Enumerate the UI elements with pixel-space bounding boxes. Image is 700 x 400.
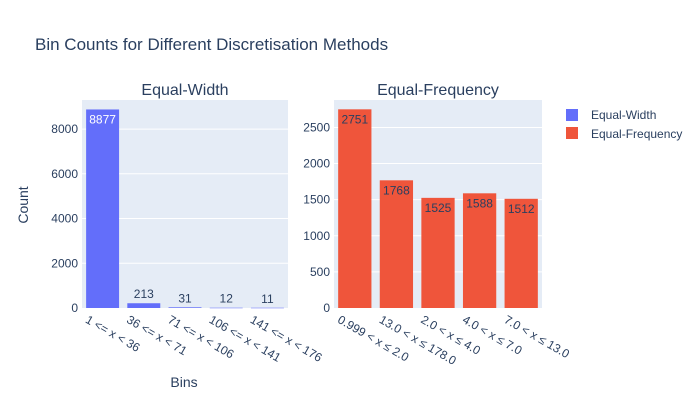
data-label: 11 bbox=[261, 292, 274, 306]
data-label: 1768 bbox=[383, 183, 410, 197]
data-label: 8877 bbox=[89, 112, 116, 126]
data-label: 1512 bbox=[508, 202, 535, 216]
x-axis-label: Bins bbox=[170, 374, 197, 390]
data-label: 1525 bbox=[425, 201, 452, 215]
y-tick-label: 0 bbox=[323, 301, 330, 315]
legend-swatch-equal-frequency[interactable] bbox=[566, 127, 578, 139]
data-label: 31 bbox=[178, 291, 192, 305]
legend-label-equal-width[interactable]: Equal-Width bbox=[591, 108, 656, 122]
data-label: 213 bbox=[134, 287, 154, 301]
bar-equal-frequency[interactable] bbox=[504, 198, 538, 308]
y-tick-label: 1500 bbox=[303, 193, 330, 207]
bar-equal-width[interactable] bbox=[209, 307, 243, 309]
bar-equal-width[interactable] bbox=[86, 109, 120, 308]
subplot-title-equal-frequency: Equal-Frequency bbox=[377, 82, 499, 99]
bar-equal-width[interactable] bbox=[127, 303, 161, 308]
bar-equal-frequency[interactable] bbox=[462, 193, 497, 308]
subplot-title-equal-width: Equal-Width bbox=[141, 82, 228, 99]
data-label: 1588 bbox=[466, 196, 493, 210]
subplot-equal-frequency: 0 500 1000 1500 2000 2500 Equal-Frequency 2751 0… bbox=[303, 82, 572, 368]
bar-equal-width[interactable] bbox=[250, 307, 284, 309]
data-label: 12 bbox=[220, 292, 234, 306]
bar-equal-frequency[interactable] bbox=[338, 109, 372, 308]
y-tick-label: 4000 bbox=[51, 212, 78, 226]
x-tick-label: 0.999 < x ≤ 2.0 bbox=[335, 312, 411, 364]
y-axis-label: Count bbox=[15, 186, 31, 223]
y-tick-label: 2000 bbox=[51, 256, 78, 270]
y-tick-label: 8000 bbox=[51, 122, 78, 136]
bar-equal-width[interactable] bbox=[168, 307, 202, 308]
y-tick-label: 500 bbox=[310, 265, 330, 279]
bar-equal-frequency[interactable] bbox=[421, 197, 455, 308]
y-tick-label: 2000 bbox=[303, 157, 330, 171]
y-tick-label: 1000 bbox=[303, 229, 330, 243]
bar-equal-frequency[interactable] bbox=[379, 180, 414, 308]
legend-label-equal-frequency[interactable]: Equal-Frequency bbox=[591, 127, 682, 141]
y-tick-label: 6000 bbox=[51, 167, 78, 181]
legend[interactable]: Equal-Width Equal-Frequency bbox=[566, 108, 682, 141]
data-label: 2751 bbox=[341, 112, 368, 126]
legend-swatch-equal-width[interactable] bbox=[566, 109, 578, 121]
y-tick-label: 0 bbox=[71, 301, 78, 315]
chart-title: Bin Counts for Different Discretisation … bbox=[35, 35, 388, 54]
y-tick-label: 2500 bbox=[303, 120, 330, 134]
